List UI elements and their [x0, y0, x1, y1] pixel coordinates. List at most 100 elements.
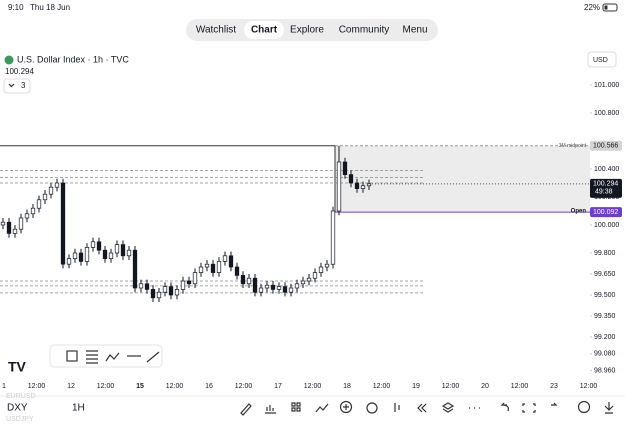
replay-icon[interactable] — [417, 403, 427, 413]
share-icon[interactable] — [604, 402, 614, 414]
open-price-box — [590, 207, 622, 218]
candle-body — [330, 210, 336, 265]
y-tick-label: 99.200 — [594, 334, 616, 341]
candle-body — [0, 221, 6, 226]
y-tick-label: 99.650 — [594, 271, 616, 278]
candle-body — [318, 266, 324, 273]
candle-body — [12, 228, 18, 234]
collapsed-count: 3 — [21, 81, 26, 90]
add-icon[interactable] — [339, 400, 353, 414]
candle-body — [120, 244, 126, 257]
candle-body — [228, 255, 234, 268]
x-tick-label: 1 — [2, 383, 6, 390]
candle-body — [102, 249, 108, 259]
x-tick-label: 12:00 — [304, 383, 322, 390]
watermark: EURUSD — [6, 393, 36, 400]
candle-body — [84, 247, 90, 262]
candle-body — [246, 277, 252, 285]
candle-body — [144, 283, 150, 290]
candle-body — [48, 186, 54, 195]
candle-body — [186, 280, 192, 285]
redo-icon[interactable] — [551, 402, 558, 406]
nav-item[interactable]: Chart — [251, 25, 278, 36]
candle-body — [114, 244, 120, 254]
countdown: 49:38 — [595, 189, 613, 196]
candle-body — [294, 283, 300, 289]
currency: USD — [593, 57, 608, 64]
x-tick-label: 15 — [136, 383, 144, 390]
line-tool[interactable] — [146, 351, 160, 363]
zone — [335, 145, 590, 213]
y-tick-label: 99.500 — [594, 292, 616, 299]
add-plus — [343, 404, 349, 410]
symbol-title[interactable]: U.S. Dollar Index · 1h · TVC — [17, 54, 129, 64]
header-price: 100.294 — [5, 67, 34, 76]
watermark: USDJPY — [6, 416, 34, 423]
fib-tool[interactable] — [86, 350, 98, 364]
candle-body — [240, 275, 246, 285]
candle-body — [108, 252, 114, 259]
candle-body — [312, 272, 318, 279]
collapse-button[interactable] — [3, 78, 31, 94]
bottom-interval[interactable]: 1H — [72, 403, 85, 414]
nav-item[interactable]: Menu — [402, 25, 427, 36]
candle-body — [198, 266, 204, 273]
drawing-toolbar — [49, 344, 163, 368]
clock: 9:10 — [8, 3, 24, 12]
layout-icon[interactable] — [291, 402, 301, 412]
candle-body — [126, 249, 132, 257]
candle-body — [222, 255, 228, 262]
candle-body — [324, 263, 330, 268]
candle-body — [180, 280, 186, 290]
candle-body — [300, 280, 306, 285]
rect-tool[interactable] — [66, 350, 78, 362]
alert-icon[interactable] — [366, 402, 378, 414]
y-tick-label: 100.800 — [594, 110, 619, 117]
y-tick-label: 100.400 — [594, 166, 619, 173]
compare-icon[interactable] — [315, 403, 329, 413]
x-tick-label: 17 — [274, 383, 282, 390]
undo-icon[interactable] — [500, 402, 509, 412]
candle-body — [96, 241, 102, 251]
x-tick-label: 19 — [412, 383, 420, 390]
draw-icon[interactable] — [240, 403, 252, 416]
candle-body — [66, 258, 72, 265]
candle-body — [234, 266, 240, 276]
zone-bottom-text: Open — [571, 209, 587, 215]
candle-body — [270, 284, 276, 290]
nav-item[interactable]: Watchlist — [196, 25, 236, 36]
candle-body — [354, 182, 360, 189]
candle-body — [264, 284, 270, 289]
info-icon[interactable] — [577, 400, 591, 414]
candle-body — [360, 185, 366, 189]
candle-body — [216, 261, 222, 273]
symbol-logo — [4, 55, 14, 65]
candle-body — [138, 283, 144, 289]
battery-fill — [604, 5, 608, 10]
candle-body — [132, 249, 138, 289]
bars-icon[interactable] — [394, 403, 400, 412]
x-tick-label: 23 — [550, 383, 558, 390]
candle-body — [168, 286, 174, 296]
candle-body — [156, 291, 162, 299]
currency-button[interactable] — [587, 51, 617, 68]
y-tick-label: 98.960 — [594, 367, 616, 374]
nav-item[interactable]: Explore — [290, 25, 324, 36]
x-tick-label: 12:00 — [97, 383, 115, 390]
candle-body — [42, 193, 48, 201]
nav-item[interactable]: Community — [339, 25, 390, 36]
layers-icon[interactable] — [441, 402, 455, 413]
tv-logo: TV — [8, 359, 27, 375]
fullscreen-icon[interactable] — [522, 403, 536, 413]
battery-level: 22% — [584, 3, 600, 12]
x-tick-label: 12:00 — [28, 383, 46, 390]
x-tick-label: 12:00 — [166, 383, 184, 390]
y-tick-label: 99.080 — [594, 351, 616, 358]
path-tool[interactable] — [105, 352, 120, 362]
candle-body — [276, 286, 282, 290]
nav-selected — [244, 21, 284, 39]
indicators-icon[interactable] — [265, 405, 276, 414]
bottom-symbol[interactable]: DXY — [7, 403, 28, 414]
y-tick-label: 100.000 — [594, 222, 619, 229]
